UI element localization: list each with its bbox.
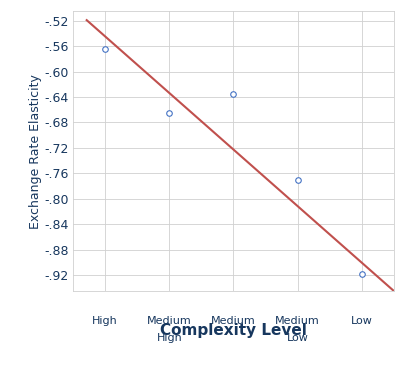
Point xyxy=(230,91,236,97)
Text: High: High xyxy=(156,333,182,343)
Text: Low: Low xyxy=(286,333,308,343)
Point xyxy=(166,110,172,116)
Text: Medium: Medium xyxy=(275,316,319,326)
Text: Medium: Medium xyxy=(147,316,191,326)
Text: High: High xyxy=(92,316,118,326)
Text: Medium: Medium xyxy=(211,316,255,326)
Point xyxy=(294,177,300,183)
Point xyxy=(102,46,108,52)
Y-axis label: Exchange Rate Elasticity: Exchange Rate Elasticity xyxy=(29,73,42,229)
Text: Low: Low xyxy=(350,316,372,326)
X-axis label: Complexity Level: Complexity Level xyxy=(160,323,306,338)
Point xyxy=(358,271,364,277)
